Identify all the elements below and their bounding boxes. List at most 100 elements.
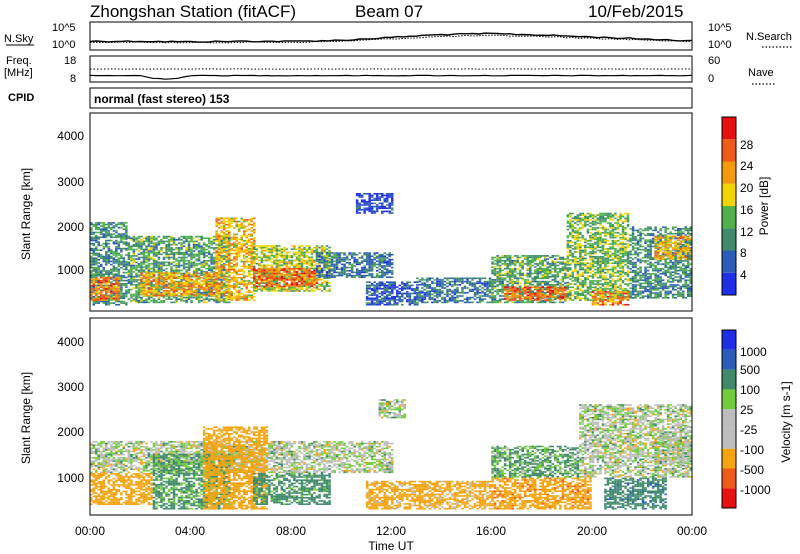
heatmap-cell (456, 279, 459, 281)
heatmap-cell (100, 237, 103, 239)
heatmap-cell (358, 207, 361, 209)
heatmap-cell (108, 248, 111, 250)
heatmap-cell (220, 246, 223, 248)
heatmap-cell (130, 289, 133, 291)
heatmap-cell (278, 250, 281, 252)
heatmap-cell (363, 260, 366, 262)
heatmap-cell (373, 304, 376, 306)
heatmap-cell (105, 233, 108, 235)
heatmap-cell (509, 281, 512, 283)
heatmap-cell (509, 255, 512, 257)
heatmap-cell (499, 273, 502, 275)
heatmap-cell (527, 270, 530, 272)
heatmap-cell (258, 268, 261, 270)
heatmap-cell (180, 258, 183, 260)
heatmap-cell (371, 273, 374, 275)
heatmap-cell (291, 276, 294, 278)
heatmap-cell (411, 299, 414, 301)
heatmap-cell (200, 284, 203, 286)
heatmap-cell (368, 265, 371, 267)
heatmap-cell (293, 284, 296, 286)
heatmap-cell (368, 252, 371, 254)
heatmap-cell (233, 261, 236, 263)
heatmap-cell (130, 257, 133, 259)
heatmap-cell (424, 286, 427, 288)
heatmap-cell (303, 276, 306, 278)
heatmap-cell (376, 196, 379, 198)
heatmap-cell (343, 268, 346, 270)
heatmap-cell (140, 274, 143, 276)
heatmap-cell (281, 252, 284, 254)
heatmap-cell (246, 246, 249, 248)
heatmap-cell (389, 304, 392, 306)
heatmap-cell (158, 280, 161, 282)
heatmap-cell (236, 253, 239, 255)
heatmap-cell (103, 224, 106, 226)
heatmap-cell (158, 236, 161, 238)
heatmap-cell (368, 286, 371, 288)
heatmap-cell (318, 268, 321, 270)
heatmap-cell (195, 254, 198, 256)
heatmap-cell (361, 256, 364, 258)
heatmap-cell (185, 237, 188, 239)
heatmap-cell (268, 279, 271, 281)
heatmap-cell (155, 284, 158, 286)
heatmap-cell (451, 295, 454, 297)
heatmap-cell (394, 288, 397, 290)
heatmap-cell (93, 273, 96, 275)
heatmap-cell (356, 268, 359, 270)
heatmap-cell (506, 302, 509, 304)
heatmap-cell (506, 273, 509, 275)
heatmap-cell (519, 266, 522, 268)
heatmap-cell (200, 300, 203, 302)
heatmap-cell (228, 291, 231, 293)
heatmap-cell (100, 270, 103, 272)
heatmap-cell (133, 260, 136, 262)
heatmap-cell (509, 258, 512, 260)
heatmap-cell (386, 262, 389, 264)
heatmap-cell (160, 302, 163, 304)
heatmap-cell (261, 266, 264, 268)
heatmap-cell (193, 270, 196, 272)
heatmap-cell (496, 271, 499, 273)
heatmap-cell (123, 261, 126, 263)
heatmap-cell (198, 279, 201, 281)
heatmap-cell (93, 296, 96, 298)
heatmap-cell (93, 262, 96, 264)
heatmap-cell (205, 279, 208, 281)
heatmap-cell (276, 253, 279, 255)
heatmap-cell (200, 285, 203, 287)
heatmap-cell (537, 263, 540, 265)
heatmap-cell (439, 292, 442, 294)
heatmap-cell (532, 290, 535, 292)
heatmap-cell (220, 250, 223, 252)
heatmap-cell (446, 302, 449, 304)
heatmap-cell (153, 250, 156, 252)
heatmap-cell (273, 290, 276, 292)
heatmap-cell (223, 222, 226, 224)
heatmap-cell (296, 286, 299, 288)
heatmap-cell (210, 242, 213, 244)
heatmap-cell (173, 239, 176, 241)
heatmap-cell (321, 274, 324, 276)
heatmap-cell (459, 279, 462, 281)
heatmap-cell (118, 287, 121, 289)
heatmap-cell (108, 290, 111, 292)
heatmap-cell (484, 281, 487, 283)
heatmap-cell (108, 249, 111, 251)
heatmap-cell (384, 299, 387, 301)
heatmap-cell (296, 289, 299, 291)
heatmap-cell (516, 300, 519, 302)
heatmap-cell (113, 257, 116, 259)
heatmap-cell (271, 255, 274, 257)
heatmap-cell (281, 290, 284, 292)
heatmap-cell (113, 227, 116, 229)
heatmap-cell (434, 302, 437, 304)
heatmap-cell (95, 224, 98, 226)
heatmap-cell (494, 295, 497, 297)
heatmap-cell (246, 299, 249, 301)
heatmap-cell (220, 238, 223, 240)
heatmap-cell (273, 273, 276, 275)
heatmap-cell (128, 279, 131, 281)
heatmap-cell (318, 276, 321, 278)
